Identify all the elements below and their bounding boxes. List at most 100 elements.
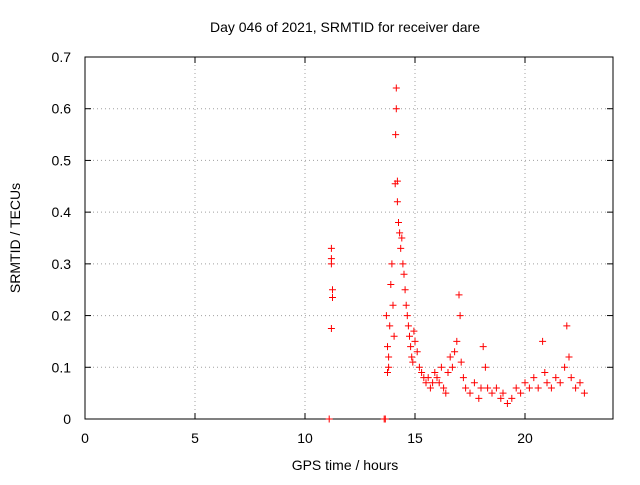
data-point — [406, 332, 413, 340]
data-point — [395, 218, 402, 226]
y-tick-label: 0 — [63, 411, 71, 427]
data-point — [409, 358, 417, 366]
data-point — [448, 363, 456, 371]
grid-lines — [85, 57, 613, 419]
data-point — [407, 343, 415, 351]
data-point — [459, 374, 467, 382]
data-point — [499, 389, 507, 397]
data-point — [388, 260, 396, 268]
data-point — [392, 84, 400, 92]
y-axis-label: SRMTID / TECUs — [7, 183, 23, 293]
data-point — [484, 384, 492, 392]
data-point — [466, 389, 474, 397]
data-point — [389, 301, 397, 309]
data-point — [401, 286, 409, 294]
data-point — [404, 322, 412, 330]
y-tick-label: 0.3 — [52, 256, 72, 272]
y-tick-label: 0.6 — [52, 101, 72, 117]
data-point — [470, 379, 478, 387]
data-point — [400, 270, 408, 278]
data-point — [429, 379, 437, 387]
x-axis-label: GPS time / hours — [292, 457, 399, 473]
plot-frame — [84, 56, 614, 420]
data-point — [521, 379, 529, 387]
data-point — [397, 244, 405, 252]
chart-title: Day 046 of 2021, SRMTID for receiver dar… — [210, 19, 480, 35]
data-point — [386, 322, 394, 330]
data-point — [479, 343, 487, 351]
data-point — [543, 379, 551, 387]
data-point — [530, 374, 538, 382]
y-tick-label: 0.4 — [52, 204, 72, 220]
data-point — [567, 374, 575, 382]
data-point — [451, 348, 459, 356]
data-point — [426, 384, 434, 392]
data-point — [413, 348, 421, 356]
data-point — [481, 363, 489, 371]
data-point — [456, 312, 464, 320]
data-point — [392, 105, 400, 113]
y-tick-label: 0.7 — [52, 49, 72, 65]
data-point — [387, 281, 395, 289]
data-point — [411, 337, 419, 345]
data-point — [433, 374, 441, 382]
data-point — [539, 337, 547, 345]
data-point — [408, 353, 416, 361]
data-point — [572, 384, 580, 392]
data-point — [327, 260, 335, 268]
data-point — [327, 325, 335, 332]
data-point — [329, 293, 336, 301]
data-point — [541, 368, 549, 376]
data-point — [384, 343, 391, 351]
x-tick-label: 10 — [297, 430, 313, 446]
data-point — [503, 399, 511, 407]
data-point — [392, 131, 400, 139]
data-point — [525, 384, 533, 392]
data-point — [580, 389, 588, 397]
data-point — [512, 384, 520, 392]
data-point — [435, 379, 443, 387]
y-tick-label: 0.5 — [52, 152, 72, 168]
y-tick-label: 0.1 — [52, 359, 72, 375]
data-point — [453, 337, 461, 345]
data-point — [431, 368, 439, 376]
data-point — [442, 389, 450, 397]
data-point — [488, 389, 496, 397]
y-tick-label: 0.2 — [52, 308, 72, 324]
data-point — [390, 332, 398, 340]
data-point — [534, 384, 542, 392]
data-point — [444, 368, 452, 376]
data-point — [403, 312, 411, 320]
data-point — [556, 379, 564, 387]
data-point — [422, 379, 430, 387]
data-point — [410, 327, 418, 335]
data-point — [455, 291, 463, 299]
data-point — [329, 286, 336, 294]
data-point — [393, 177, 401, 185]
data-point — [393, 198, 401, 206]
data-marks — [325, 84, 588, 423]
data-point — [565, 353, 573, 361]
data-point — [384, 368, 391, 376]
data-point — [399, 260, 407, 268]
data-point — [396, 229, 404, 237]
data-point — [508, 394, 516, 402]
data-point — [418, 368, 426, 376]
data-point — [517, 389, 525, 397]
data-point — [437, 363, 445, 371]
data-point — [477, 384, 485, 392]
data-point — [424, 374, 432, 382]
data-point — [398, 234, 406, 242]
data-point — [382, 312, 390, 320]
data-point — [561, 363, 569, 371]
data-point — [492, 384, 500, 392]
axis-ticks: 0 0.1 0.2 0.3 0.4 0.5 0.6 0.7 0 5 10 15 20 — [52, 49, 613, 446]
data-point — [385, 363, 393, 371]
x-tick-label: 5 — [191, 430, 199, 446]
data-point — [547, 384, 555, 392]
data-point — [446, 353, 454, 361]
x-tick-label: 15 — [407, 430, 423, 446]
data-point — [552, 374, 560, 382]
